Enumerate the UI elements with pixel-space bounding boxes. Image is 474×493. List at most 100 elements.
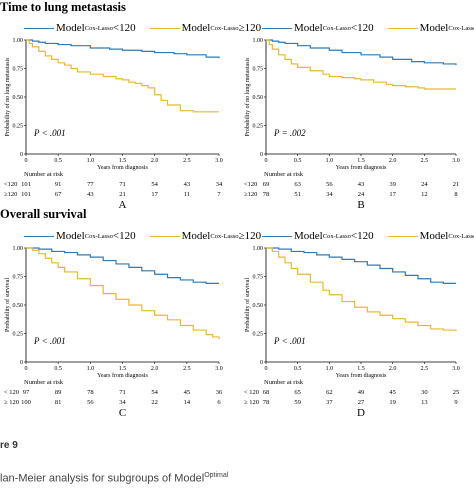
risk-cell: 34 — [216, 181, 223, 188]
x-tick-label: 3.0 — [452, 366, 460, 372]
figure-subtitle-text: lan-Meier analysis for subgroups of Mode… — [0, 472, 205, 485]
risk-cell: 56 — [326, 181, 333, 188]
risk-cell: 78 — [263, 191, 270, 198]
legend-model-word: Model — [419, 22, 449, 34]
risk-row-label: <120 — [244, 181, 257, 188]
risk-cell: 43 — [358, 181, 365, 188]
legend-superscript: Cox-Lasso — [84, 232, 113, 240]
risk-cell: 49 — [358, 389, 365, 396]
legend-swatch-low — [262, 27, 292, 29]
risk-cell: 14 — [184, 399, 191, 406]
risk-cell: 43 — [87, 191, 94, 198]
x-tick-label: 0 — [25, 158, 28, 164]
legend-superscript: Cox-Lasso — [448, 24, 474, 32]
risk-cell: 71 — [119, 181, 126, 188]
y-axis-label: Probability of no lung metastasis — [4, 57, 11, 137]
risk-cell: 45 — [184, 389, 191, 396]
risk-cell: 77 — [87, 181, 94, 188]
risk-cell: 17 — [151, 191, 158, 198]
risk-cell: 17 — [389, 191, 396, 198]
risk-cell: 8 — [454, 191, 457, 198]
km-line-series-high — [26, 39, 219, 113]
legend-model-word: Model — [181, 22, 211, 34]
risk-row-label: ≥ 120 — [244, 399, 259, 406]
y-tick-label: 1.00 — [13, 246, 24, 252]
x-axis-label: Years from diagnosis — [97, 164, 148, 171]
risk-cell: 36 — [216, 389, 223, 396]
panel-letter: C — [119, 407, 126, 419]
p-value: P < .001 — [33, 336, 66, 346]
risk-row-label: < 120 — [4, 389, 19, 396]
legend-superscript: Cox-Lasso — [322, 24, 351, 32]
legend-swatch-high — [387, 27, 418, 29]
y-tick-label: 0.50 — [253, 303, 264, 309]
risk-cell: 21 — [119, 191, 126, 198]
legend-label-high: ≥120 — [238, 230, 262, 242]
risk-cell: 59 — [294, 399, 301, 406]
risk-cell: 69 — [263, 181, 270, 188]
y-axis-label: Probability of no lung metastasis — [244, 57, 251, 137]
x-tick-label: 0.5 — [294, 158, 302, 164]
y-tick-label: 1.00 — [13, 38, 24, 44]
km-line-series-high — [266, 247, 457, 332]
km-line-series-high — [266, 39, 456, 90]
risk-row-label: < 120 — [244, 389, 259, 396]
legend-label-low: <120 — [350, 22, 374, 34]
x-tick-label: 2.0 — [151, 158, 159, 164]
legend-bottom: Model Cox-Lasso <120 Model Cox-Lasso ≥120 — [24, 230, 275, 242]
risk-cell: 25 — [453, 389, 460, 396]
legend-model-word: Model — [294, 230, 323, 242]
x-tick-label: 1.0 — [87, 158, 95, 164]
legend-top: Model Cox-Lasso <120 Model Cox-Lasso ≥120 — [24, 22, 275, 34]
risk-cell: 19 — [389, 399, 396, 406]
legend-label-high: ≥120 — [238, 22, 262, 34]
section-title-overall-survival: Overall survival — [0, 207, 87, 221]
risk-cell: 51 — [294, 191, 301, 198]
legend-superscript: Cox-Lasso — [84, 24, 113, 32]
risk-cell: 27 — [358, 399, 365, 406]
km-line-series-low — [266, 247, 456, 284]
panel-letter: D — [357, 407, 365, 419]
legend-model-word: Model — [419, 230, 449, 242]
legend-item-low: Model Cox-Lasso <120 — [262, 22, 374, 34]
x-tick-label: 0.5 — [54, 158, 62, 164]
y-axis-label: Probability of survival — [244, 278, 251, 332]
risk-cell: 34 — [326, 191, 333, 198]
panel-letter: B — [357, 199, 364, 211]
risk-cell: 89 — [55, 389, 62, 396]
x-tick-label: 2.0 — [151, 366, 159, 372]
y-axis-label: Probability of survival — [4, 278, 11, 332]
risk-cell: 54 — [151, 389, 158, 396]
risk-header: Number at risk — [264, 171, 304, 178]
x-tick-label: 0 — [265, 158, 268, 164]
x-axis-label: Years from diagnosis — [336, 372, 387, 379]
km-line-series-high — [26, 247, 220, 340]
figure-label: re 9 — [0, 440, 18, 451]
x-tick-label: 1.0 — [87, 366, 95, 372]
x-axis-label: Years from diagnosis — [336, 164, 387, 171]
km-chart-c: 0 0.25 0.50 0.75 1.00 0 0.5 1.0 1.5 2.0 2.5 3.0 Year… — [4, 246, 223, 419]
p-value: P < .001 — [33, 128, 66, 138]
risk-cell: 78 — [87, 389, 94, 396]
risk-cell: 65 — [294, 389, 301, 396]
y-tick-label: 0.25 — [253, 124, 264, 130]
legend-swatch-low — [262, 235, 292, 237]
legend-superscript: Cox-Lasso — [448, 232, 474, 240]
legend-swatch-high — [149, 27, 180, 29]
risk-cell: 43 — [184, 181, 191, 188]
legend-model-word: Model — [181, 230, 211, 242]
legend-label-low: <120 — [350, 230, 374, 242]
risk-cell: 56 — [87, 399, 94, 406]
p-value: P < .001 — [273, 336, 306, 346]
risk-cell: 34 — [119, 399, 126, 406]
y-tick-label: 0.25 — [13, 124, 24, 130]
y-tick-label: 0.75 — [253, 275, 264, 281]
risk-row-label: ≥120 — [244, 191, 257, 198]
y-tick-label: 0 — [260, 152, 263, 158]
risk-cell: 24 — [421, 181, 428, 188]
x-tick-label: 0.5 — [54, 366, 62, 372]
x-tick-label: 1.5 — [357, 366, 365, 372]
legend-item-low: Model Cox-Lasso <120 — [262, 230, 374, 242]
risk-cell: 30 — [421, 389, 428, 396]
